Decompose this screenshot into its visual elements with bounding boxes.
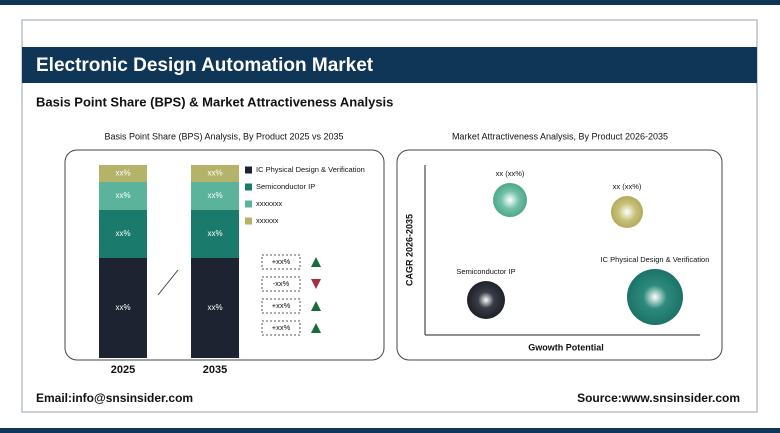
x-axis-label: Gwowth Potential (528, 342, 604, 352)
year-label: 2035 (203, 364, 227, 376)
bubble-label: Semiconductor IP (456, 267, 515, 276)
segment-label: xx% (207, 191, 222, 200)
down-triangle (311, 279, 321, 289)
bubble (611, 196, 643, 228)
title-band (22, 47, 757, 83)
bar-segment (191, 182, 239, 210)
bar-segment (191, 258, 239, 358)
legend-swatch (245, 200, 252, 208)
trend-arrow (157, 269, 179, 296)
panel-title: Basis Point Share (BPS) Analysis, By Pro… (104, 131, 343, 141)
change-label: -xx% (273, 279, 290, 288)
legend-swatch (245, 217, 252, 225)
change-box (261, 320, 301, 336)
legend-label: xxxxxx (256, 216, 279, 225)
bubble-label: xx (xx%) (496, 169, 525, 178)
segment-label: xx% (207, 229, 222, 238)
bubble-label: IC Physical Design & Verification (601, 255, 710, 264)
bubble (467, 281, 505, 319)
bubble (493, 183, 527, 217)
segment-label: xx% (115, 229, 130, 238)
bar-segment (99, 258, 147, 358)
up-triangle (311, 257, 321, 267)
up-triangle (311, 323, 321, 333)
bottom-bar (0, 428, 780, 433)
change-box (261, 276, 301, 292)
footer-source: Source:www.snsinsider.com (577, 391, 740, 405)
legend-label: Semiconductor IP (256, 182, 315, 191)
bubble (627, 269, 683, 325)
panel-title: Market Attractiveness Analysis, By Produ… (452, 131, 668, 141)
change-box (261, 298, 301, 314)
segment-label: xx% (115, 303, 130, 312)
bar-segment (99, 182, 147, 210)
y-axis-label: CAGR 2026-2035 (404, 214, 414, 286)
bar-segment (99, 210, 147, 258)
change-label: +xx% (272, 257, 291, 266)
legend-swatch (245, 166, 252, 174)
legend-swatch (245, 183, 252, 191)
bubble-label: xx (xx%) (613, 182, 642, 191)
segment-label: xx% (115, 191, 130, 200)
subtitle: Basis Point Share (BPS) & Market Attract… (36, 94, 393, 109)
segment-label: xx% (207, 169, 222, 178)
change-label: +xx% (272, 301, 291, 310)
legend-label: IC Physical Design & Verification (256, 165, 365, 174)
change-label: +xx% (272, 323, 291, 332)
bar-segment (191, 210, 239, 258)
legend-label: xxxxxxx (256, 199, 283, 208)
change-box (261, 254, 301, 270)
top-bar (0, 0, 780, 5)
year-label: 2025 (111, 364, 135, 376)
up-triangle (311, 301, 321, 311)
bar-segment (191, 165, 239, 182)
footer-email: Email:info@snsinsider.com (36, 391, 193, 405)
title: Electronic Design Automation Market (36, 55, 374, 76)
bar-segment (99, 165, 147, 182)
segment-label: xx% (207, 303, 222, 312)
segment-label: xx% (115, 169, 130, 178)
